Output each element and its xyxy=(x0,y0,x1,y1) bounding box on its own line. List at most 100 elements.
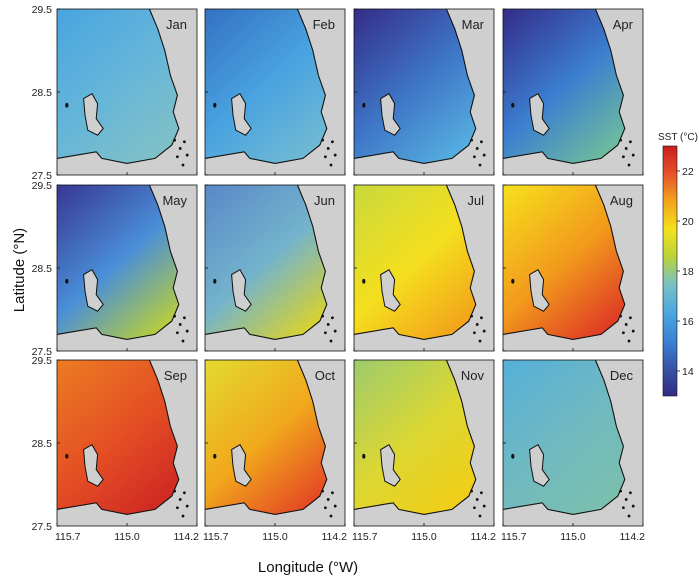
lagoon-mark-nov xyxy=(475,498,479,501)
lagoon-mark-apr xyxy=(619,138,622,142)
lagoon-mark-jan xyxy=(173,138,177,142)
coastline-apr xyxy=(502,8,626,164)
month-label-jul: Jul xyxy=(467,193,484,208)
lagoon-mark-jun xyxy=(329,339,333,343)
month-label-oct: Oct xyxy=(315,368,336,383)
coastline-mar xyxy=(353,8,477,164)
lagoon-mark-may xyxy=(185,329,189,333)
lagoon-mark-aug xyxy=(622,331,625,335)
island-sep xyxy=(83,444,104,487)
y-tick-label: 27.5 xyxy=(32,170,53,182)
lagoon-mark-may xyxy=(173,314,177,318)
map-panel-dec: Dec xyxy=(502,359,644,527)
islet-aug xyxy=(511,278,515,284)
coastline-jul xyxy=(353,184,477,340)
islet-jun xyxy=(213,278,217,284)
x-tick-label: 114.2 xyxy=(620,531,646,543)
lagoon-mark-apr xyxy=(627,163,631,167)
lagoon-mark-jan xyxy=(178,147,182,150)
month-label-aug: Aug xyxy=(610,193,633,208)
colorbar-tick-label: 16 xyxy=(682,316,694,328)
map-panel-jun: Jun xyxy=(204,184,346,352)
coastline-dec xyxy=(502,359,626,515)
x-tick-label: 114.2 xyxy=(174,531,200,543)
x-tick-label: 115.0 xyxy=(411,531,437,543)
x-tick-label: 115.0 xyxy=(262,531,288,543)
lagoon-mark-oct xyxy=(324,506,327,510)
islet-apr xyxy=(511,102,515,108)
lagoon-mark-sep xyxy=(185,504,189,508)
lagoon-mark-nov xyxy=(480,491,483,495)
lagoon-mark-nov xyxy=(478,514,482,518)
month-label-apr: Apr xyxy=(613,17,634,32)
y-tick-label: 28.5 xyxy=(32,438,53,450)
coastline-oct xyxy=(204,359,328,515)
lagoon-mark-jan xyxy=(176,155,179,159)
lagoon-mark-mar xyxy=(473,155,476,159)
lagoon-mark-mar xyxy=(475,147,479,150)
lagoon-mark-jun xyxy=(326,323,330,326)
map-panel-aug: Aug xyxy=(502,184,644,352)
map-panel-jul: Jul xyxy=(353,184,495,352)
coastline-nov xyxy=(353,359,477,515)
map-panel-apr: Apr xyxy=(502,8,644,176)
map-panel-feb: Feb xyxy=(204,8,346,176)
lagoon-mark-oct xyxy=(329,514,333,518)
lagoon-mark-jun xyxy=(324,331,327,335)
lagoon-mark-oct xyxy=(331,491,334,495)
island-oct xyxy=(231,444,252,487)
lagoon-mark-may xyxy=(183,316,186,320)
colorbar-tick-label: 18 xyxy=(682,266,694,278)
x-tick-label: 115.0 xyxy=(560,531,586,543)
map-panel-jan: Jan xyxy=(56,8,198,176)
lagoon-mark-jul xyxy=(480,316,483,320)
lagoon-mark-sep xyxy=(176,506,179,510)
x-tick-label: 115.7 xyxy=(352,531,378,543)
islet-oct xyxy=(213,453,217,459)
lagoon-mark-aug xyxy=(624,323,628,326)
colorbar-tick-label: 14 xyxy=(682,366,694,378)
lagoon-mark-apr xyxy=(631,153,635,157)
island-aug xyxy=(529,269,550,312)
lagoon-mark-dec xyxy=(622,506,625,510)
coastline-may xyxy=(56,184,180,340)
lagoon-mark-aug xyxy=(627,339,631,343)
y-tick-label: 28.5 xyxy=(32,87,53,99)
lagoon-mark-apr xyxy=(624,147,628,150)
x-tick-label: 115.0 xyxy=(114,531,140,543)
lagoon-mark-feb xyxy=(331,140,334,144)
islet-mar xyxy=(362,102,366,108)
lagoon-mark-feb xyxy=(329,163,333,167)
lagoon-mark-feb xyxy=(321,138,324,142)
islet-feb xyxy=(213,102,217,108)
lagoon-mark-mar xyxy=(470,138,473,142)
lagoon-mark-jun xyxy=(331,316,334,320)
lagoon-mark-jun xyxy=(333,329,337,333)
island-dec xyxy=(529,444,550,487)
island-apr xyxy=(529,93,550,136)
lagoon-mark-jul xyxy=(475,323,479,326)
coastline-aug xyxy=(502,184,626,340)
map-panel-sep: Sep xyxy=(56,359,198,527)
lagoon-mark-mar xyxy=(480,140,483,144)
map-panel-oct: Oct xyxy=(204,359,346,527)
lagoon-mark-jan xyxy=(181,163,185,167)
lagoon-mark-jul xyxy=(482,329,486,333)
lagoon-mark-dec xyxy=(619,489,622,493)
lagoon-mark-jul xyxy=(478,339,482,343)
month-label-may: May xyxy=(162,193,187,208)
lagoon-mark-apr xyxy=(629,140,632,144)
y-tick-label: 29.5 xyxy=(32,355,53,367)
islet-jan xyxy=(65,102,69,108)
lagoon-mark-sep xyxy=(181,514,185,518)
lagoon-mark-may xyxy=(176,331,179,335)
month-label-dec: Dec xyxy=(610,368,634,383)
islet-sep xyxy=(65,453,69,459)
lagoon-mark-nov xyxy=(482,504,486,508)
lagoon-mark-dec xyxy=(624,498,628,501)
month-label-nov: Nov xyxy=(461,368,485,383)
island-feb xyxy=(231,93,252,136)
month-label-sep: Sep xyxy=(164,368,187,383)
lagoon-mark-apr xyxy=(622,155,625,159)
x-tick-label: 115.7 xyxy=(203,531,229,543)
